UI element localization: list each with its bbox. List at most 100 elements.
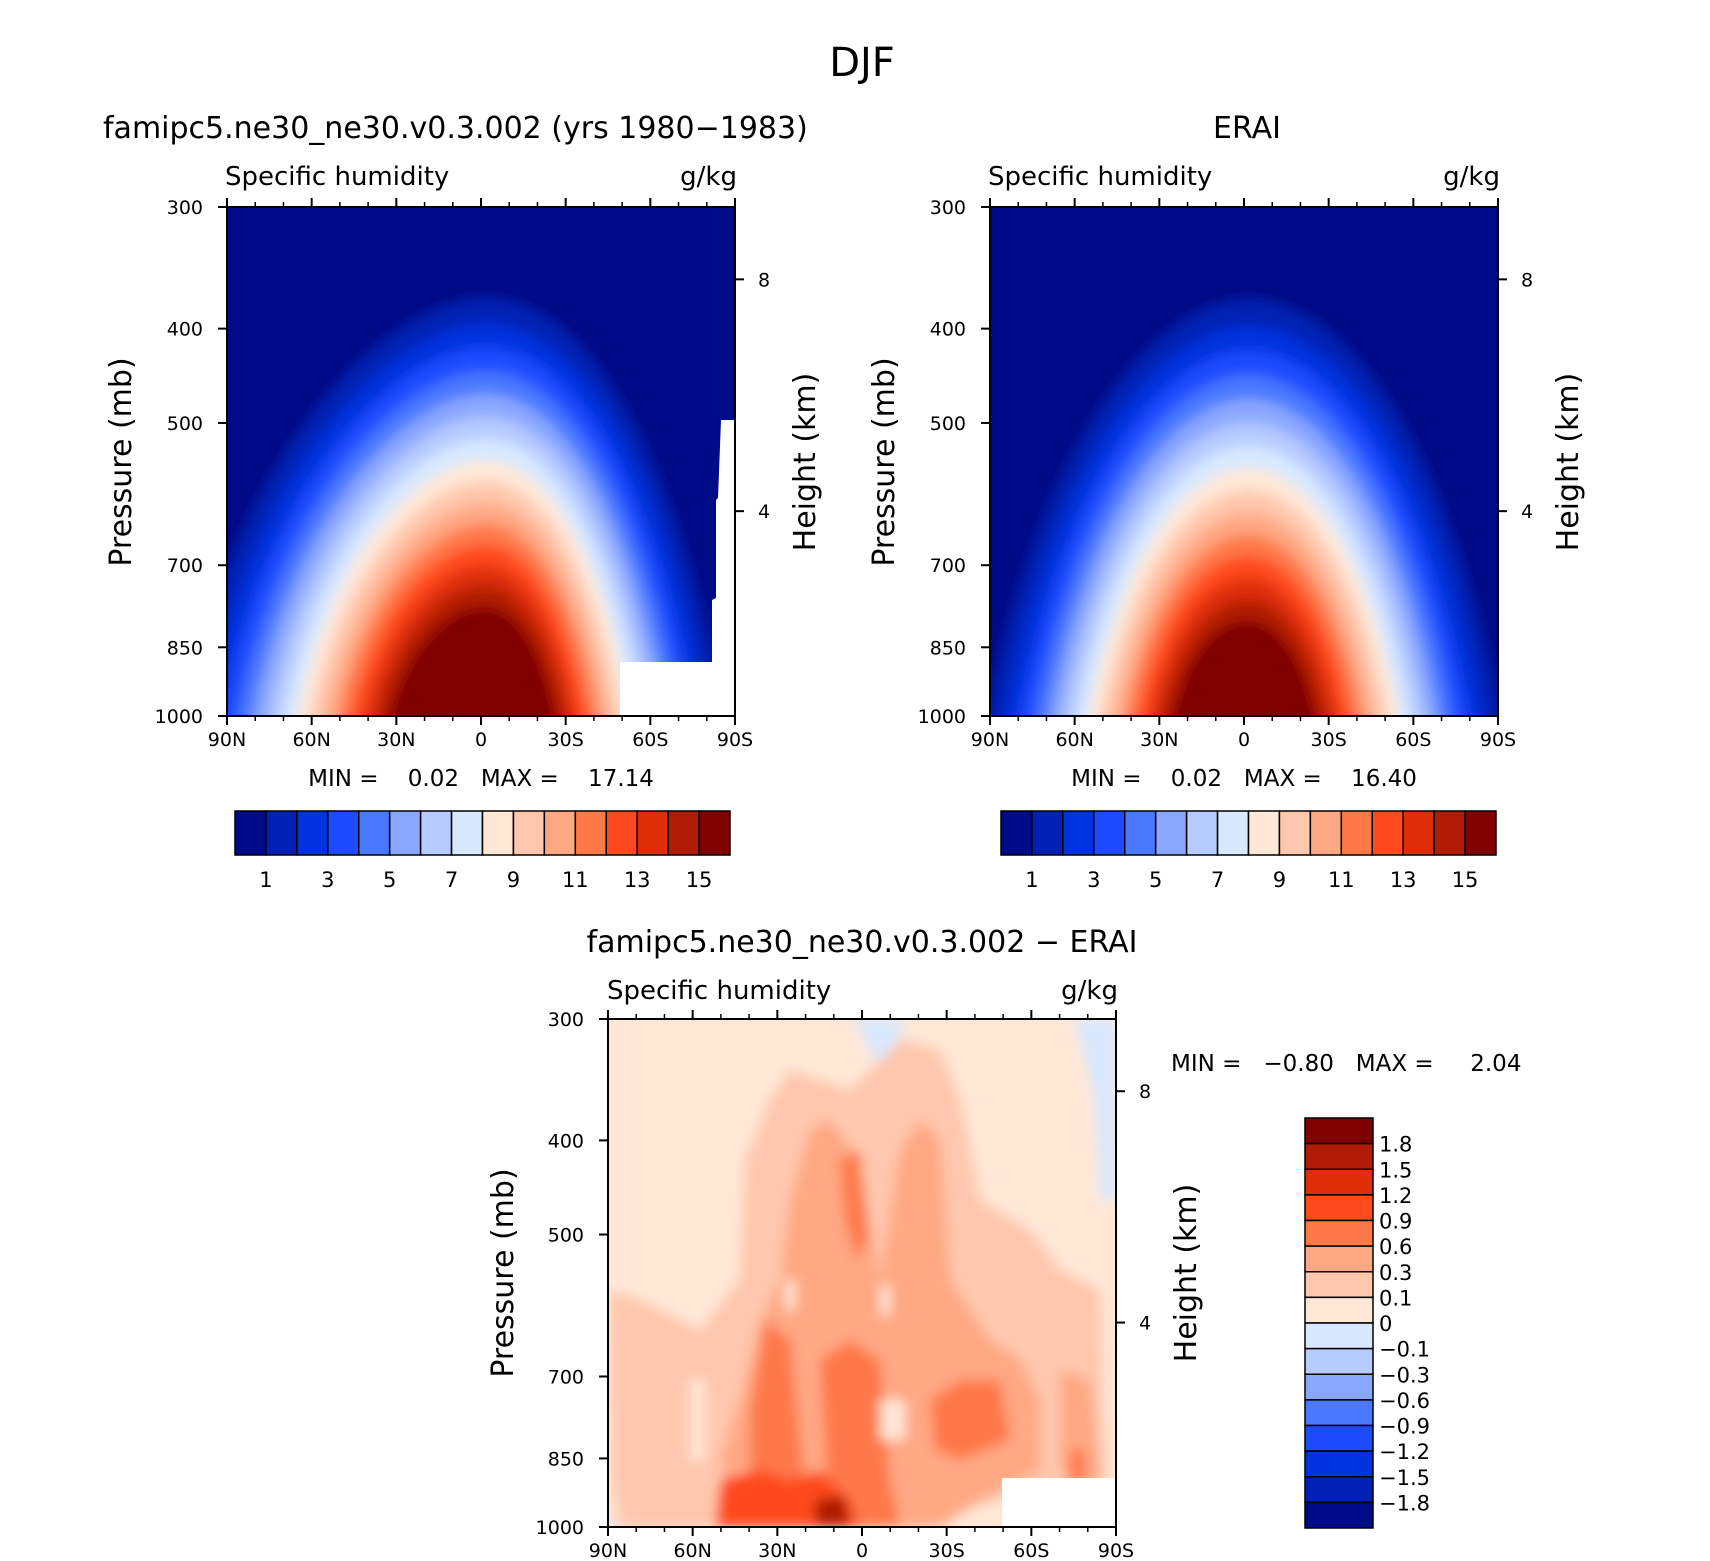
y-right-tick-label: 4 <box>758 501 770 523</box>
colorbar-swatch <box>1304 1373 1374 1401</box>
panel-1-variable-label: Specific humidity <box>225 162 449 192</box>
diff-near-zero-area <box>785 1280 795 1310</box>
colorbar-swatch <box>1304 1450 1374 1478</box>
y-tick-label: 500 <box>930 413 966 435</box>
colorbar-swatch <box>1304 1424 1374 1452</box>
colorbar-label: 0.1 <box>1379 1286 1412 1310</box>
colorbar-label: 0 <box>1379 1312 1392 1336</box>
panel-3-y-axis-label: Pressure (mb) <box>486 1168 521 1377</box>
colorbar-label: 3 <box>1087 868 1100 892</box>
colorbar-label: 15 <box>1452 868 1479 892</box>
x-tick-label: 60S <box>1013 1540 1049 1561</box>
colorbar-swatch <box>1031 810 1064 856</box>
colorbar-swatch <box>481 810 515 856</box>
colorbar-swatch <box>1304 1245 1374 1273</box>
colorbar-swatch <box>1124 810 1157 856</box>
diff-near-zero-area <box>690 1380 705 1460</box>
humidity-contour-level <box>1172 620 1317 716</box>
figure-title: DJF <box>829 40 895 86</box>
colorbar-label: −1.5 <box>1379 1466 1430 1490</box>
panel-3-min-max: MIN = −0.80 MAX = 2.04 <box>1171 1051 1521 1077</box>
panel-2-colorbar: 1 3 5 7 9 11 13 15 <box>1000 810 1497 892</box>
panel-3-title: famipc5.ne30_ne30.v0.3.002 − ERAI <box>587 925 1138 960</box>
colorbar-swatch <box>512 810 546 856</box>
colorbar-label: 15 <box>686 868 713 892</box>
colorbar-label: −1.8 <box>1379 1491 1430 1515</box>
x-tick-label: 0 <box>1238 729 1250 751</box>
y-tick-label: 300 <box>930 197 966 219</box>
colorbar-label: 0.9 <box>1379 1210 1412 1234</box>
colorbar-swatch <box>296 810 329 856</box>
panel-3-y-right-axis-label: Height (km) <box>1169 1184 1204 1363</box>
colorbar-swatch <box>667 810 700 856</box>
x-tick-label: 60N <box>673 1540 711 1561</box>
panel-2-min-max: MIN = 0.02 MAX = 16.40 <box>1071 766 1417 792</box>
colorbar-label: 11 <box>1328 868 1355 892</box>
diff-positive-area <box>840 1150 868 1260</box>
y-tick-label: 1000 <box>155 706 203 728</box>
colorbar-swatch <box>1093 810 1126 856</box>
panel-1-min-max: MIN = 0.02 MAX = 17.14 <box>308 766 654 792</box>
colorbar-swatch <box>1304 1322 1374 1350</box>
y-tick-label: 500 <box>167 413 203 435</box>
colorbar-label: −0.3 <box>1379 1363 1430 1387</box>
y-tick-label: 400 <box>930 319 966 341</box>
y-tick-label: 1000 <box>918 706 966 728</box>
colorbar-swatch <box>1402 810 1435 856</box>
y-tick-label: 850 <box>930 637 966 659</box>
x-tick-label: 30S <box>929 1540 965 1561</box>
diff-positive-area <box>815 1495 850 1527</box>
colorbar-swatch <box>1304 1194 1374 1222</box>
colorbar-swatch <box>358 810 391 856</box>
colorbar-label: −0.6 <box>1379 1389 1430 1413</box>
panel-2-units-label: g/kg <box>1443 162 1500 192</box>
y-tick-label: 850 <box>167 637 203 659</box>
diff-near-zero-area <box>880 1400 905 1440</box>
panel-1-y-right-axis-label: Height (km) <box>788 373 823 552</box>
colorbar-swatch <box>543 810 577 856</box>
colorbar-label: 3 <box>321 868 334 892</box>
y-right-tick-label: 4 <box>1139 1313 1151 1335</box>
colorbar-label: −1.2 <box>1379 1440 1430 1464</box>
x-tick-label: 90S <box>717 729 753 751</box>
x-tick-label: 90N <box>971 729 1009 751</box>
y-right-tick-label: 4 <box>1521 501 1533 523</box>
x-tick-label: 90S <box>1480 729 1516 751</box>
colorbar-swatch <box>1304 1501 1374 1529</box>
colorbar-swatch <box>1304 1476 1374 1504</box>
y-tick-label: 700 <box>930 555 966 577</box>
x-tick-label: 0 <box>475 729 487 751</box>
panel-1-missing-data-edge <box>712 420 735 716</box>
humidity-contour-level <box>389 606 557 716</box>
y-tick-label: 1000 <box>536 1517 584 1539</box>
panel-2-variable-label: Specific humidity <box>988 162 1212 192</box>
colorbar-swatch <box>1309 810 1343 856</box>
y-tick-label: 300 <box>167 197 203 219</box>
colorbar-swatch <box>1154 810 1188 856</box>
colorbar-swatch <box>419 810 453 856</box>
colorbar-swatch <box>636 810 669 856</box>
colorbar-swatch <box>1304 1117 1374 1145</box>
diff-negative-area <box>850 1019 905 1100</box>
x-tick-label: 60S <box>1395 729 1431 751</box>
panel-3-missing-data-mask <box>1002 1478 1116 1527</box>
colorbar-swatch <box>450 810 484 856</box>
panel-model: famipc5.ne30_ne30.v0.3.002 (yrs 1980−198… <box>103 111 823 892</box>
colorbar-swatch <box>1371 810 1404 856</box>
x-tick-label: 90S <box>1098 1540 1134 1561</box>
colorbar-swatch <box>234 810 267 856</box>
colorbar-label: 9 <box>507 868 520 892</box>
colorbar-swatch <box>265 810 298 856</box>
panel-3-variable-label: Specific humidity <box>607 976 831 1006</box>
colorbar-swatch <box>1185 810 1219 856</box>
x-tick-label: 60S <box>632 729 668 751</box>
colorbar-label: 5 <box>383 868 396 892</box>
y-tick-label: 700 <box>167 555 203 577</box>
x-tick-label: 30N <box>1140 729 1178 751</box>
colorbar-label: 5 <box>1149 868 1162 892</box>
panel-2-title: ERAI <box>1213 111 1281 146</box>
colorbar-label: 1 <box>259 868 272 892</box>
colorbar-label: 1 <box>1025 868 1038 892</box>
colorbar-swatch <box>1278 810 1312 856</box>
colorbar-swatch <box>1247 810 1281 856</box>
